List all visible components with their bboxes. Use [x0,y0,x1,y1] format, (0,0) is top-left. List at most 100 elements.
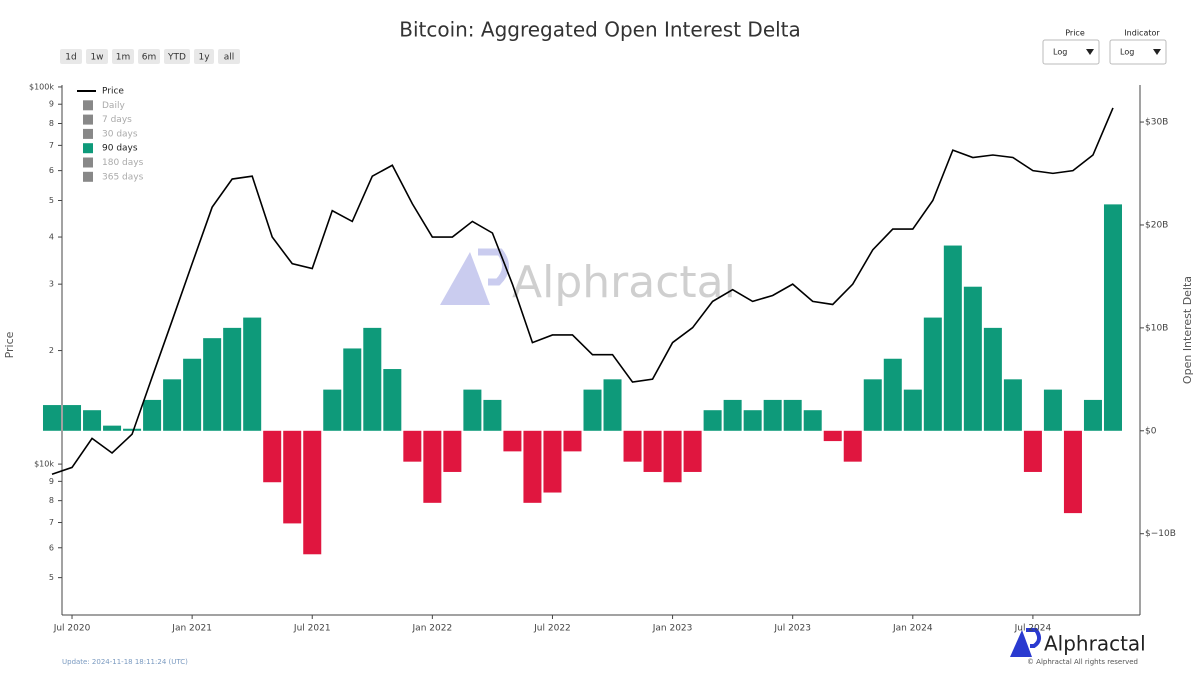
range-button-label[interactable]: 6m [142,53,157,63]
legend-swatch[interactable] [83,171,93,182]
bar [643,430,662,472]
x-tick-label: Jan 2023 [652,624,693,634]
y-tick-label: 7 [49,518,54,527]
y2-tick-label: $20B [1145,220,1168,230]
y-tick-label: 3 [49,280,54,289]
range-button-label[interactable]: YTD [167,53,186,63]
bar [343,348,362,431]
x-tick-label: Jul 2022 [533,624,571,634]
y2-axis-title: Open Interest Delta [1181,276,1194,384]
watermark-text: Alphractal [512,257,736,308]
bar [723,399,742,431]
bar [503,430,522,452]
y-tick-label: 8 [49,119,54,128]
bar [683,430,702,472]
range-button-label[interactable]: 1d [65,53,76,63]
legend-label[interactable]: 365 days [102,172,144,182]
range-button[interactable] [218,49,240,64]
selector-arrow[interactable] [1086,49,1094,55]
selector[interactable] [1042,39,1100,65]
bar [283,430,302,524]
bar [243,317,262,431]
range-button[interactable] [194,49,214,64]
range-button-label[interactable]: 1w [90,53,103,63]
bar [443,430,462,472]
bar [583,389,602,431]
bar [523,430,542,503]
bar [663,430,682,483]
legend-swatch[interactable] [83,100,93,111]
selector-value[interactable]: Log [1120,48,1134,57]
bar [83,410,102,431]
range-button[interactable] [60,49,82,64]
y2-tick-label: $0 [1145,426,1157,436]
y-tick-label: 4 [49,233,54,242]
y2-tick-label: $30B [1145,118,1168,128]
selector-value[interactable]: Log [1053,48,1067,57]
bar [803,410,822,431]
range-button[interactable] [112,49,134,64]
y-axis-title: Price [3,331,16,358]
selector-label: Price [1065,29,1085,38]
y-tick-label: 5 [49,573,54,582]
y-tick-label: 6 [49,543,54,552]
bar [703,410,722,431]
bar [903,389,922,431]
y2-tick-label: $10B [1145,323,1168,333]
bar [983,327,1002,431]
bar [883,358,902,431]
legend-swatch[interactable] [83,143,93,154]
bar [63,405,82,431]
x-tick-label: Jan 2021 [171,624,212,634]
bar [323,389,342,431]
y-tick-label: 8 [49,496,54,505]
legend-label[interactable]: Price [102,87,124,97]
chart-title: Bitcoin: Aggregated Open Interest Delta [399,18,801,42]
legend-label[interactable]: 7 days [102,115,132,125]
legend-label[interactable]: 30 days [102,129,138,139]
watermark-logo [440,252,490,305]
bar [843,430,862,462]
bar [403,430,422,462]
selector-arrow[interactable] [1153,49,1161,55]
copyright: © Alphractal All rights reserved [1027,658,1138,666]
range-button-label[interactable]: 1y [198,53,210,63]
bar [1063,430,1082,514]
bar [363,327,382,431]
y-tick-label: 5 [49,196,54,205]
legend-label[interactable]: 180 days [102,158,144,168]
y-tick-label: $10k [34,460,54,469]
range-button-label[interactable]: 1m [116,53,131,63]
bar [863,379,882,431]
legend-swatch[interactable] [83,157,93,168]
legend-swatch[interactable] [83,128,93,139]
bar [543,430,562,493]
bar [383,369,402,431]
bar [143,399,162,431]
y-tick-label: $100k [29,82,54,91]
selector[interactable] [1109,39,1167,65]
range-button[interactable] [164,49,190,64]
legend-swatch[interactable] [83,114,93,125]
y-tick-label: 9 [49,100,54,109]
bar [163,379,182,431]
bar [943,245,962,431]
range-button[interactable] [138,49,160,64]
bar [483,399,502,431]
x-tick-label: Jan 2024 [892,624,933,634]
legend-label[interactable]: 90 days [102,144,138,154]
bar [423,430,442,503]
bar [623,430,642,462]
range-button-label[interactable]: all [224,53,235,63]
bar [123,428,142,431]
y2-tick-label: $−10B [1145,529,1176,539]
range-button[interactable] [86,49,108,64]
bar [763,399,782,431]
bar [203,338,222,431]
logo-text: Alphractal [1044,632,1146,656]
bar [563,430,582,452]
legend-label[interactable]: Daily [102,101,125,111]
bar [1103,204,1122,431]
